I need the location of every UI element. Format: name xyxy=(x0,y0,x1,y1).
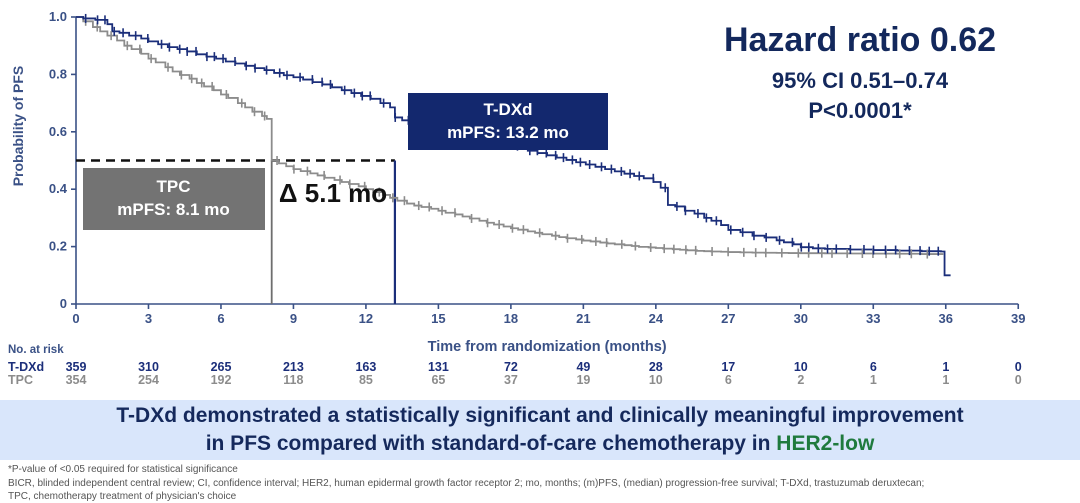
svg-text:39: 39 xyxy=(1011,311,1025,326)
svg-text:27: 27 xyxy=(721,311,735,326)
svg-text:0: 0 xyxy=(72,311,79,326)
svg-text:21: 21 xyxy=(576,311,590,326)
svg-text:0.8: 0.8 xyxy=(49,66,67,81)
svg-text:30: 30 xyxy=(794,311,808,326)
svg-text:18: 18 xyxy=(504,311,518,326)
svg-text:6: 6 xyxy=(217,311,224,326)
svg-text:12: 12 xyxy=(359,311,373,326)
svg-text:36: 36 xyxy=(939,311,953,326)
svg-text:1.0: 1.0 xyxy=(49,9,67,24)
svg-text:0.6: 0.6 xyxy=(49,124,67,139)
svg-text:0.2: 0.2 xyxy=(49,239,67,254)
svg-text:Time from randomization (month: Time from randomization (months) xyxy=(428,339,667,355)
svg-text:33: 33 xyxy=(866,311,880,326)
svg-text:3: 3 xyxy=(145,311,152,326)
svg-text:0.4: 0.4 xyxy=(49,181,68,196)
svg-text:9: 9 xyxy=(290,311,297,326)
svg-text:0: 0 xyxy=(60,296,67,311)
svg-text:15: 15 xyxy=(431,311,445,326)
svg-text:24: 24 xyxy=(649,311,664,326)
